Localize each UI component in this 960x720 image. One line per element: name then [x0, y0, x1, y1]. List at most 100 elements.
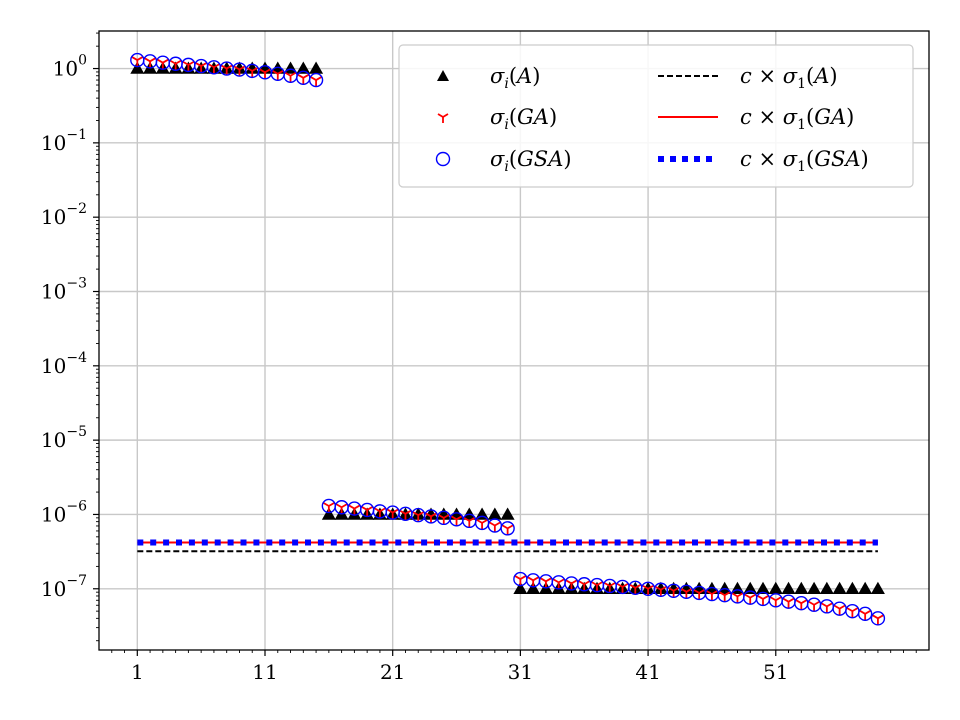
legend-entry-cGA: c × σ1(GA) [658, 105, 854, 133]
data-point [424, 507, 438, 520]
data-point [296, 61, 311, 74]
legend-argument: GSA [517, 147, 563, 171]
legend-prefix: c [740, 64, 752, 88]
data-point [526, 581, 541, 595]
data-point [500, 507, 515, 520]
legend: σi(A)σi(GA)σi(GSA)c × σ1(A)c × σ1(GA)c ×… [398, 44, 914, 188]
y-tick-label: 100 [53, 53, 87, 81]
data-point [857, 606, 873, 622]
data-point [308, 72, 324, 88]
y-tick-exponent: −2 [66, 201, 87, 217]
data-points [130, 52, 886, 626]
legend-sigma: σ [490, 147, 505, 171]
data-point [743, 581, 758, 595]
y-tick-base: 10 [41, 577, 66, 601]
legend-paren-open: ( [509, 64, 517, 88]
data-point [321, 507, 336, 520]
legend-sigma: σ [490, 105, 505, 129]
legend-paren-close: ) [861, 147, 869, 171]
data-point [845, 581, 860, 595]
plot-frame [98, 30, 930, 651]
data-point [768, 581, 783, 595]
legend-paren-close: ) [549, 105, 557, 129]
data-point [653, 581, 668, 595]
data-point [858, 581, 873, 595]
legend-label: σi(GSA) [490, 147, 572, 175]
y-tick-label: 10−7 [41, 573, 87, 601]
legend-entry-sGA: σi(GA) [437, 105, 557, 133]
data-point [130, 61, 145, 74]
legend-marker [437, 70, 449, 81]
y-tick-base: 10 [41, 279, 66, 303]
axis-ticks: 1 11 21 31 41 5110010−110−210−310−410−510−610… [41, 32, 917, 684]
legend-label: c × σ1(A) [740, 64, 838, 92]
legend-label: σi(GA) [490, 105, 557, 133]
legend-argument: GSA [814, 147, 860, 171]
legend-subscript: i [504, 159, 508, 175]
legend-sigma: σ [783, 64, 798, 88]
legend-argument: GA [517, 105, 549, 129]
legend-times: × [752, 147, 783, 171]
legend-paren-open: ( [806, 147, 814, 171]
data-point [832, 581, 847, 595]
legend-argument: A [515, 64, 532, 88]
legend-entry-sGSA: σi(GSA) [435, 147, 572, 175]
legend-times: × [752, 64, 783, 88]
x-tick-label: 11 [252, 660, 277, 684]
legend-paren-close: ) [829, 64, 837, 88]
legend-label: c × σ1(GSA) [740, 147, 869, 175]
x-tick-label: 41 [635, 660, 660, 684]
data-point [666, 581, 681, 595]
legend-marker [437, 113, 449, 123]
y-tick-exponent: −5 [66, 424, 87, 440]
x-tick-label: 31 [508, 660, 533, 684]
legend-subscript: 1 [797, 117, 806, 133]
data-point [487, 507, 502, 520]
legend-subscript: i [504, 76, 508, 92]
y-tick-base: 10 [53, 57, 78, 81]
legend-marker [435, 151, 451, 167]
y-tick-exponent: −3 [66, 275, 87, 291]
x-tick-label: 51 [763, 660, 788, 684]
data-point [819, 581, 834, 595]
y-tick-exponent: −6 [66, 498, 87, 514]
y-tick-label: 10−5 [41, 424, 87, 452]
y-tick-base: 10 [41, 428, 66, 452]
legend-prefix: c [740, 105, 752, 129]
legend-label: c × σ1(GA) [740, 105, 854, 133]
y-tick-label: 10−4 [41, 350, 87, 378]
data-point [870, 611, 886, 626]
data-point [794, 581, 809, 595]
data-point [870, 581, 885, 595]
y-tick-base: 10 [41, 205, 66, 229]
legend-paren-close: ) [846, 105, 854, 129]
grid [99, 31, 929, 650]
data-point [679, 581, 694, 595]
y-tick-label: 10−6 [41, 498, 87, 526]
y-tick-exponent: −1 [66, 127, 87, 143]
y-tick-base: 10 [41, 354, 66, 378]
y-tick-base: 10 [41, 502, 66, 526]
legend-box [398, 44, 914, 188]
legend-subscript: 1 [797, 159, 806, 175]
y-tick-label: 10−3 [41, 275, 87, 303]
legend-prefix: c [740, 147, 752, 171]
data-point [807, 581, 822, 595]
legend-sigma: σ [490, 64, 505, 88]
x-tick-label: 21 [380, 660, 405, 684]
data-point [717, 581, 732, 595]
legend-entry-cA: c × σ1(A) [658, 64, 838, 92]
legend-paren-close: ) [532, 64, 540, 88]
data-point [232, 61, 247, 74]
legend-paren-open: ( [509, 147, 517, 171]
y-tick-exponent: 0 [78, 53, 87, 69]
data-point [462, 507, 477, 520]
data-point [781, 581, 796, 595]
y-tick-exponent: −4 [66, 350, 87, 366]
y-tick-exponent: −7 [66, 573, 87, 589]
data-point [500, 521, 515, 536]
data-point [756, 581, 770, 595]
data-point [309, 61, 324, 74]
y-tick-base: 10 [41, 131, 66, 155]
y-tick-label: 10−2 [41, 201, 87, 229]
